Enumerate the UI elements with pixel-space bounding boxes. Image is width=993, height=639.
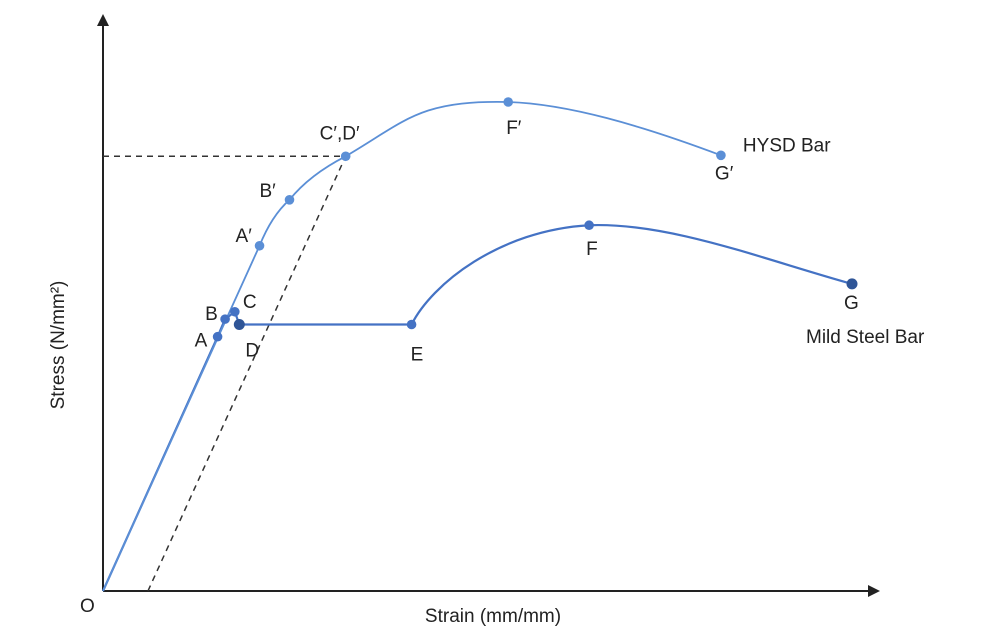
- series-layer: [101, 101, 853, 592]
- mild-steel-curve: [101, 224, 853, 592]
- series-names-layer: HYSD Bar Mild Steel Bar: [743, 135, 925, 348]
- y-axis-title: Stress (N/mm²): [48, 281, 69, 410]
- mild-point-label-c: C: [243, 292, 257, 313]
- hysd-point-label-5: G′: [715, 163, 734, 184]
- hysd-point-5: [716, 150, 726, 161]
- hysd-point-label-1: A′: [236, 226, 253, 247]
- hysd-curve: [102, 101, 722, 592]
- mild-point-label-f: F: [586, 239, 598, 260]
- hysd-point-label-3: C′,D′: [320, 123, 360, 144]
- origin-label: O: [80, 596, 95, 617]
- points-layer: [212, 97, 858, 342]
- x-axis-title: Strain (mm/mm): [425, 606, 561, 627]
- mild-point-label-g: G: [844, 293, 859, 314]
- hysd-point-label-4: F′: [506, 118, 522, 139]
- mild-point-label-b: B: [205, 304, 218, 325]
- mild-point-g: [846, 278, 858, 290]
- point-labels-layer: AB C D E F G A′ B′ C′,D′ F′ G′: [195, 118, 859, 365]
- offset-dashed-line: [147, 155, 347, 592]
- hysd-point-4: [503, 97, 514, 107]
- series-name-mild: Mild Steel Bar: [806, 327, 925, 348]
- mild-point-e: [406, 319, 417, 330]
- mild-point-c: [230, 306, 240, 317]
- mild-point-label-e: E: [411, 344, 424, 365]
- mild-point-b: [220, 314, 230, 324]
- mild-point-label-d: D: [245, 340, 259, 361]
- series-name-hysd: HYSD Bar: [743, 135, 831, 156]
- mild-point-label-a: A: [195, 331, 208, 352]
- mild-point-f: [584, 220, 594, 231]
- hysd-point-1: [254, 240, 265, 251]
- hysd-point-label-2: B′: [260, 181, 277, 202]
- construction-lines: [103, 155, 347, 592]
- hysd-point-2: [284, 195, 295, 205]
- mild-point-a: [212, 331, 223, 342]
- hysd-point-3: [340, 151, 351, 162]
- mild-point-d: [233, 318, 245, 330]
